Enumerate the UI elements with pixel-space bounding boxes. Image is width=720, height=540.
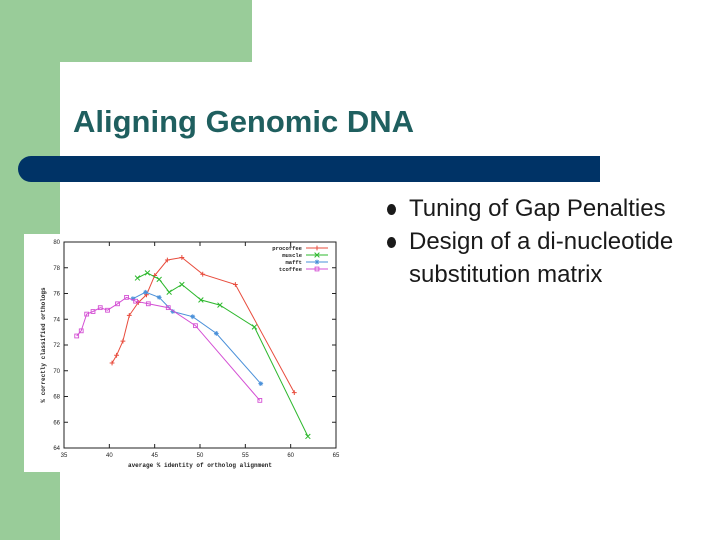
- bullet-list: Tuning of Gap Penalties Design of a di-n…: [383, 192, 703, 291]
- bullet-dot-icon: [387, 237, 396, 248]
- x-tick-label: 50: [197, 453, 204, 459]
- data-point: [74, 333, 80, 339]
- data-point: [90, 309, 96, 314]
- data-point: [145, 301, 151, 307]
- data-point: [120, 338, 126, 344]
- data-point: [257, 397, 263, 403]
- x-tick-label: 60: [287, 453, 294, 459]
- data-point: [164, 257, 170, 263]
- legend-label: muscle: [282, 252, 303, 259]
- data-point: [213, 331, 219, 336]
- bullet-dot-icon: [387, 204, 396, 215]
- data-point: [156, 276, 162, 283]
- slide-title: Aligning Genomic DNA: [73, 104, 414, 139]
- bullet-item: Design of a di-nucleotide substitution m…: [383, 225, 703, 291]
- data-point: [143, 289, 148, 295]
- data-point: [314, 252, 320, 258]
- data-point: [84, 311, 90, 317]
- data-point: [251, 324, 258, 330]
- y-tick-label: 80: [53, 240, 60, 246]
- data-point: [105, 307, 110, 313]
- data-point: [179, 255, 185, 260]
- x-tick-label: 35: [61, 453, 68, 459]
- data-point: [134, 275, 141, 281]
- data-point: [170, 309, 176, 314]
- legend-label: tcoffee: [279, 266, 303, 273]
- data-point: [114, 352, 119, 358]
- y-tick-label: 78: [53, 266, 60, 272]
- x-tick-label: 45: [151, 453, 158, 459]
- bullet-text: Tuning of Gap Penalties: [409, 195, 666, 222]
- data-point: [314, 259, 320, 265]
- x-tick-label: 40: [106, 453, 113, 459]
- data-point: [314, 266, 320, 272]
- y-tick-label: 70: [53, 369, 60, 375]
- title-underline-bar: [18, 156, 600, 182]
- data-point: [232, 282, 238, 287]
- bullet-item: Tuning of Gap Penalties: [383, 192, 703, 225]
- chart-background: [24, 234, 346, 472]
- x-axis-label: average % identity of ortholog alignment: [128, 462, 272, 469]
- data-point: [165, 305, 171, 311]
- legend-label: procoffee: [272, 245, 302, 252]
- data-point: [97, 305, 103, 311]
- data-point: [291, 390, 297, 396]
- data-point: [130, 296, 136, 302]
- data-point: [115, 301, 120, 307]
- y-tick-label: 72: [53, 343, 60, 349]
- data-point: [144, 270, 151, 276]
- data-point: [198, 297, 204, 303]
- y-tick-label: 76: [53, 292, 60, 298]
- series-line: [76, 296, 261, 401]
- x-tick-label: 65: [333, 453, 340, 459]
- x-tick-label: 55: [242, 453, 249, 459]
- data-point: [126, 312, 132, 318]
- data-point: [258, 381, 264, 387]
- data-point: [217, 302, 223, 308]
- y-axis-label: % correctly classified orthologs: [40, 287, 47, 403]
- chart-container: 64 66 68 70 72 74 76 78 80 35 40 45 50 55 60 65 average …: [24, 234, 346, 472]
- data-point: [109, 360, 115, 366]
- data-point: [124, 294, 129, 300]
- y-tick-label: 64: [53, 446, 60, 452]
- line-chart: 64 66 68 70 72 74 76 78 80 35 40 45 50 55 60 65 average …: [24, 234, 346, 472]
- series-line: [111, 256, 295, 393]
- data-point: [166, 289, 172, 295]
- y-tick-label: 74: [53, 317, 60, 323]
- data-point: [200, 271, 206, 277]
- y-tick-label: 66: [53, 420, 60, 426]
- data-point: [156, 294, 162, 300]
- data-point: [179, 281, 185, 288]
- bullet-text: Design of a di-nucleotide substitution m…: [409, 228, 674, 288]
- data-point: [305, 433, 311, 440]
- legend-label: mafft: [285, 259, 302, 266]
- data-point: [133, 298, 138, 304]
- data-point: [193, 323, 198, 329]
- data-point: [78, 328, 84, 334]
- data-point: [314, 245, 320, 251]
- data-point: [190, 314, 196, 320]
- top-accent-block: [0, 0, 252, 62]
- y-tick-label: 68: [53, 395, 60, 401]
